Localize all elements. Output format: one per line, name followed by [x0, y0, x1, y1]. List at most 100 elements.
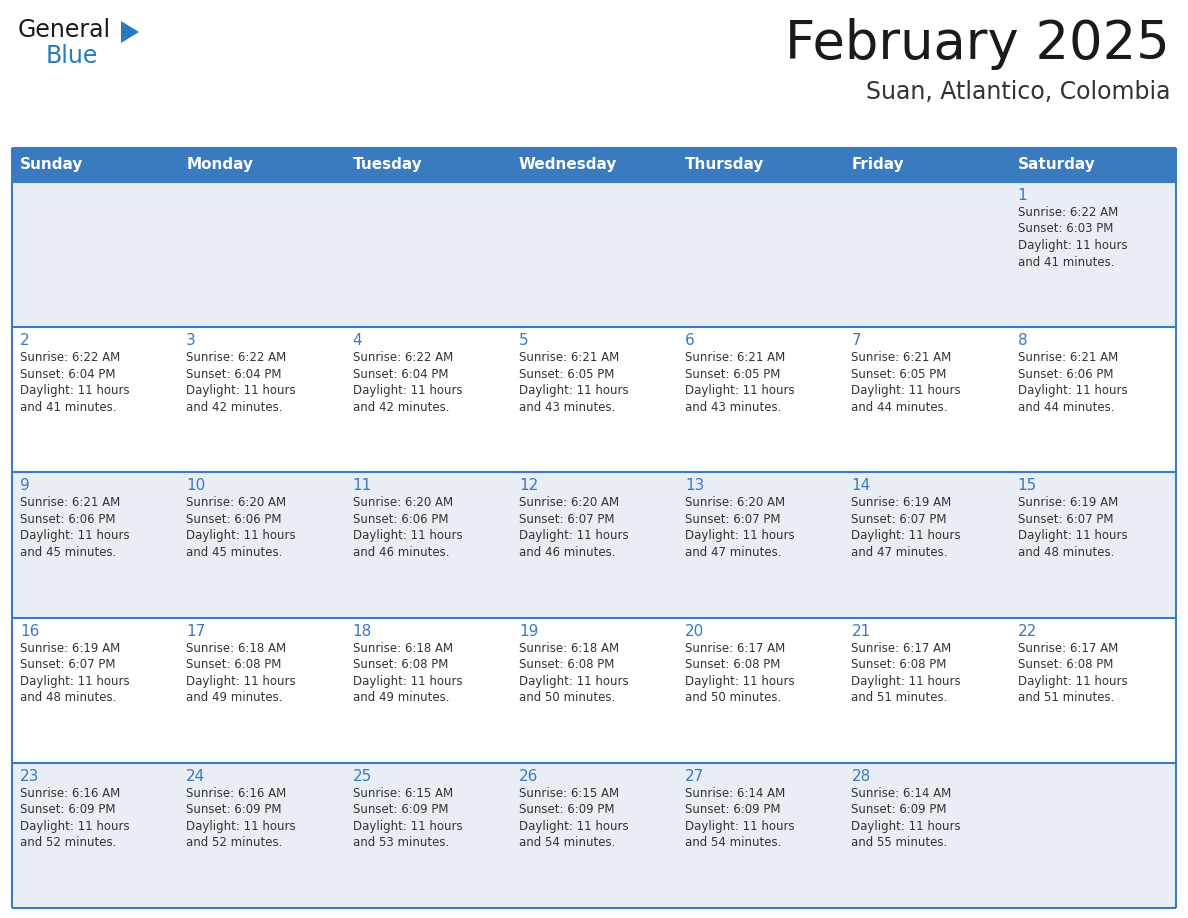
- Bar: [843, 473, 1010, 618]
- Text: and 41 minutes.: and 41 minutes.: [1018, 255, 1114, 268]
- Text: Sunset: 6:09 PM: Sunset: 6:09 PM: [353, 803, 448, 816]
- Text: Daylight: 11 hours: Daylight: 11 hours: [353, 820, 462, 833]
- Text: 17: 17: [187, 623, 206, 639]
- Text: Friday: Friday: [852, 158, 904, 173]
- Text: Blue: Blue: [46, 44, 99, 68]
- Text: 26: 26: [519, 768, 538, 784]
- Bar: [843, 148, 1010, 182]
- Text: Sunset: 6:06 PM: Sunset: 6:06 PM: [187, 513, 282, 526]
- Text: Sunset: 6:07 PM: Sunset: 6:07 PM: [1018, 513, 1113, 526]
- Text: Saturday: Saturday: [1018, 158, 1095, 173]
- Text: and 54 minutes.: and 54 minutes.: [685, 836, 782, 849]
- Text: 9: 9: [20, 478, 30, 493]
- Bar: [677, 618, 843, 763]
- Text: General: General: [18, 18, 112, 42]
- Text: Sunrise: 6:21 AM: Sunrise: 6:21 AM: [685, 352, 785, 364]
- Text: Daylight: 11 hours: Daylight: 11 hours: [353, 675, 462, 688]
- Bar: [345, 327, 511, 473]
- Bar: [345, 182, 511, 327]
- Text: Monday: Monday: [187, 158, 253, 173]
- Text: and 50 minutes.: and 50 minutes.: [685, 691, 782, 704]
- Text: Sunrise: 6:21 AM: Sunrise: 6:21 AM: [852, 352, 952, 364]
- Text: 25: 25: [353, 768, 372, 784]
- Text: Sunset: 6:09 PM: Sunset: 6:09 PM: [187, 803, 282, 816]
- Text: Daylight: 11 hours: Daylight: 11 hours: [20, 820, 129, 833]
- Text: Sunrise: 6:17 AM: Sunrise: 6:17 AM: [852, 642, 952, 655]
- Text: 21: 21: [852, 623, 871, 639]
- Bar: [12, 148, 178, 182]
- Text: and 44 minutes.: and 44 minutes.: [852, 400, 948, 414]
- Text: Sunrise: 6:20 AM: Sunrise: 6:20 AM: [519, 497, 619, 509]
- Bar: [12, 327, 178, 473]
- Text: 28: 28: [852, 768, 871, 784]
- Text: 4: 4: [353, 333, 362, 348]
- Text: Daylight: 11 hours: Daylight: 11 hours: [852, 530, 961, 543]
- Text: and 42 minutes.: and 42 minutes.: [353, 400, 449, 414]
- Text: Daylight: 11 hours: Daylight: 11 hours: [20, 385, 129, 397]
- Text: and 48 minutes.: and 48 minutes.: [20, 691, 116, 704]
- Text: and 51 minutes.: and 51 minutes.: [1018, 691, 1114, 704]
- Text: Daylight: 11 hours: Daylight: 11 hours: [685, 820, 795, 833]
- Text: Sunset: 6:07 PM: Sunset: 6:07 PM: [852, 513, 947, 526]
- Text: Sunset: 6:09 PM: Sunset: 6:09 PM: [519, 803, 614, 816]
- Bar: [843, 618, 1010, 763]
- Text: and 48 minutes.: and 48 minutes.: [1018, 546, 1114, 559]
- Text: Sunset: 6:04 PM: Sunset: 6:04 PM: [20, 368, 115, 381]
- Text: Sunset: 6:09 PM: Sunset: 6:09 PM: [852, 803, 947, 816]
- Text: Daylight: 11 hours: Daylight: 11 hours: [519, 820, 628, 833]
- Text: 20: 20: [685, 623, 704, 639]
- Text: and 49 minutes.: and 49 minutes.: [353, 691, 449, 704]
- Text: Daylight: 11 hours: Daylight: 11 hours: [187, 820, 296, 833]
- Bar: [1010, 327, 1176, 473]
- Text: Sunset: 6:07 PM: Sunset: 6:07 PM: [20, 658, 115, 671]
- Bar: [677, 327, 843, 473]
- Text: Daylight: 11 hours: Daylight: 11 hours: [519, 675, 628, 688]
- Text: Tuesday: Tuesday: [353, 158, 422, 173]
- Text: Sunrise: 6:19 AM: Sunrise: 6:19 AM: [1018, 497, 1118, 509]
- Text: Sunset: 6:04 PM: Sunset: 6:04 PM: [187, 368, 282, 381]
- Text: Thursday: Thursday: [685, 158, 765, 173]
- Text: February 2025: February 2025: [785, 18, 1170, 70]
- Bar: [843, 327, 1010, 473]
- Text: 10: 10: [187, 478, 206, 493]
- Text: Sunrise: 6:18 AM: Sunrise: 6:18 AM: [187, 642, 286, 655]
- Text: Daylight: 11 hours: Daylight: 11 hours: [1018, 530, 1127, 543]
- Text: 14: 14: [852, 478, 871, 493]
- Text: Sunrise: 6:18 AM: Sunrise: 6:18 AM: [519, 642, 619, 655]
- Bar: [843, 763, 1010, 908]
- Text: Daylight: 11 hours: Daylight: 11 hours: [1018, 675, 1127, 688]
- Text: Daylight: 11 hours: Daylight: 11 hours: [1018, 385, 1127, 397]
- Bar: [178, 182, 345, 327]
- Text: Sunrise: 6:14 AM: Sunrise: 6:14 AM: [685, 787, 785, 800]
- Text: 13: 13: [685, 478, 704, 493]
- Text: Sunrise: 6:22 AM: Sunrise: 6:22 AM: [353, 352, 453, 364]
- Bar: [12, 473, 178, 618]
- Text: 22: 22: [1018, 623, 1037, 639]
- Text: and 49 minutes.: and 49 minutes.: [187, 691, 283, 704]
- Text: Daylight: 11 hours: Daylight: 11 hours: [685, 385, 795, 397]
- Bar: [12, 618, 178, 763]
- Text: and 50 minutes.: and 50 minutes.: [519, 691, 615, 704]
- Text: 23: 23: [20, 768, 39, 784]
- Bar: [511, 148, 677, 182]
- Text: Sunrise: 6:22 AM: Sunrise: 6:22 AM: [1018, 206, 1118, 219]
- Text: Daylight: 11 hours: Daylight: 11 hours: [519, 385, 628, 397]
- Bar: [345, 148, 511, 182]
- Text: Wednesday: Wednesday: [519, 158, 618, 173]
- Text: Sunrise: 6:21 AM: Sunrise: 6:21 AM: [20, 497, 120, 509]
- Bar: [511, 473, 677, 618]
- Bar: [178, 618, 345, 763]
- Bar: [1010, 473, 1176, 618]
- Text: 2: 2: [20, 333, 30, 348]
- Text: 12: 12: [519, 478, 538, 493]
- Text: Daylight: 11 hours: Daylight: 11 hours: [187, 675, 296, 688]
- Text: Daylight: 11 hours: Daylight: 11 hours: [519, 530, 628, 543]
- Text: Suan, Atlantico, Colombia: Suan, Atlantico, Colombia: [866, 80, 1170, 104]
- Text: Daylight: 11 hours: Daylight: 11 hours: [20, 675, 129, 688]
- Text: and 46 minutes.: and 46 minutes.: [353, 546, 449, 559]
- Text: Daylight: 11 hours: Daylight: 11 hours: [685, 530, 795, 543]
- Text: 3: 3: [187, 333, 196, 348]
- Text: Sunset: 6:08 PM: Sunset: 6:08 PM: [1018, 658, 1113, 671]
- Text: and 46 minutes.: and 46 minutes.: [519, 546, 615, 559]
- Text: and 51 minutes.: and 51 minutes.: [852, 691, 948, 704]
